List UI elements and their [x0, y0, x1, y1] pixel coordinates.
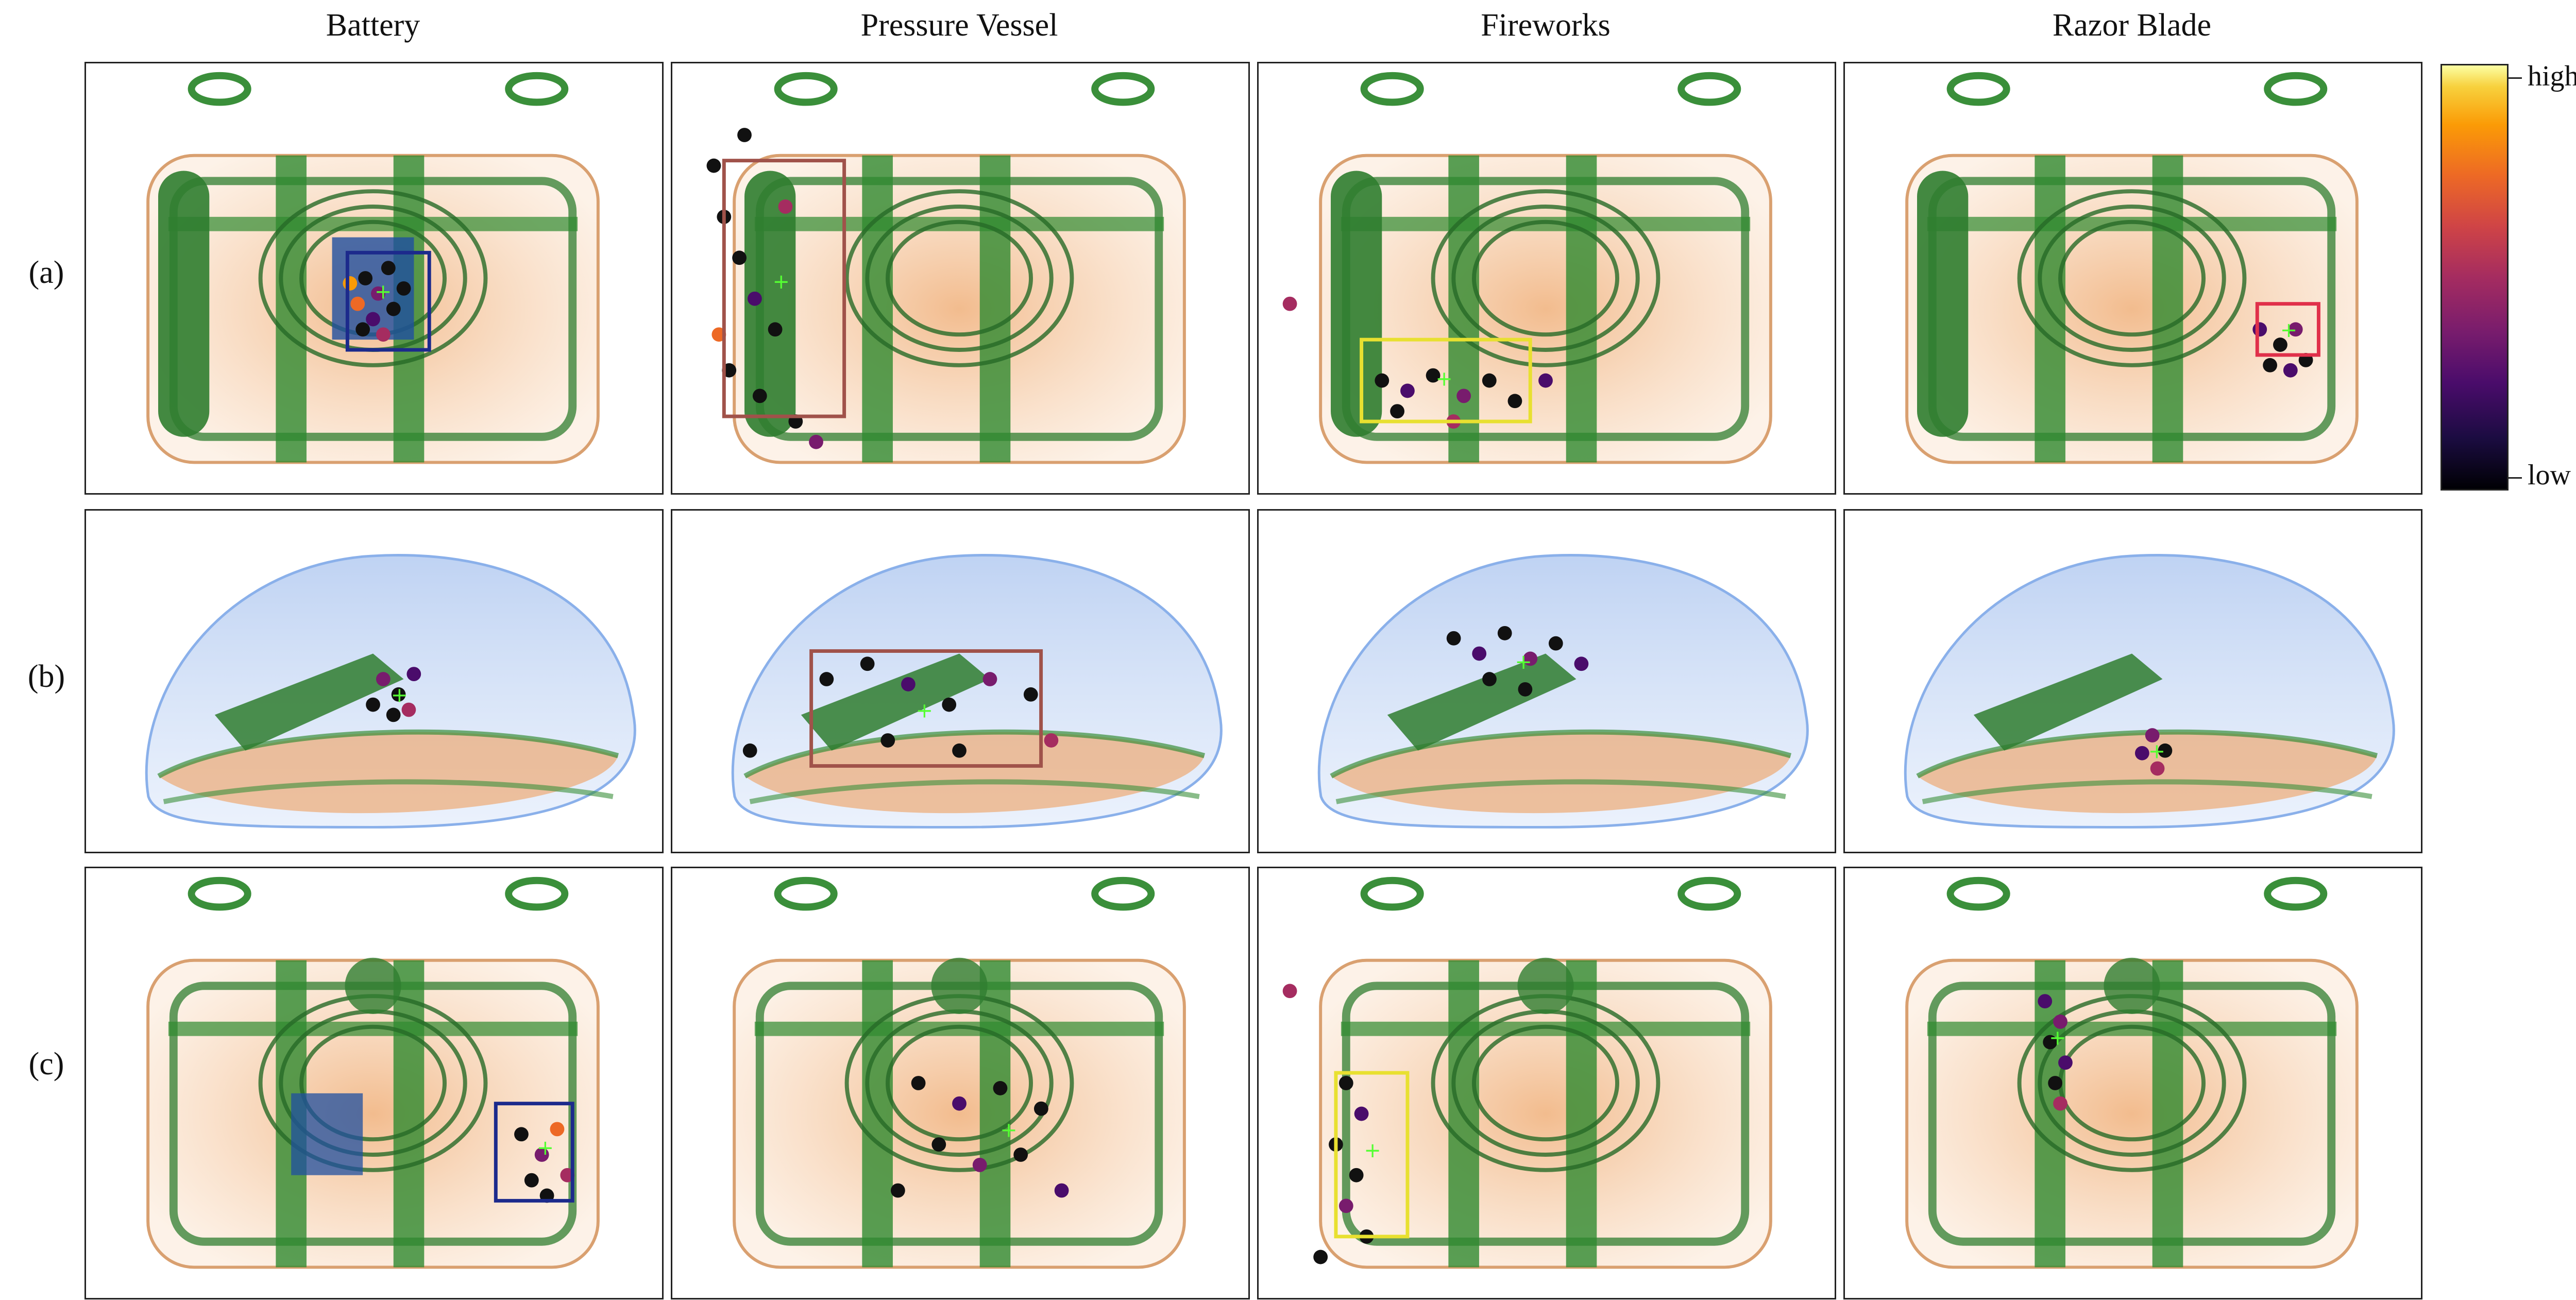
column-title-fireworks: Fireworks — [1481, 8, 1611, 43]
attention-dots — [366, 667, 421, 722]
panel-a-razor-blade: + — [1843, 62, 2422, 495]
panel-b-fireworks: + — [1257, 509, 1836, 853]
row-label-b: (b) — [27, 659, 65, 694]
column-title-razor-blade: Razor Blade — [2052, 8, 2212, 43]
panel-b-battery: + — [84, 509, 664, 853]
svg-text:+: + — [1000, 1118, 1017, 1142]
attention-dots — [1282, 296, 1553, 429]
svg-text:+: + — [1436, 367, 1453, 391]
row-label-a: (a) — [28, 255, 64, 290]
cylinder-object — [214, 653, 404, 751]
column-title-pressure-vessel: Pressure Vessel — [860, 8, 1058, 43]
svg-text:+: + — [537, 1136, 554, 1160]
bounding-box-fireworks — [1360, 337, 1532, 424]
row-label-c: (c) — [28, 1046, 64, 1082]
svg-text:+: + — [2280, 318, 2297, 342]
bounding-box-battery — [345, 250, 431, 352]
svg-text:+: + — [1364, 1139, 1381, 1162]
panel-a-pressure-vessel: + — [671, 62, 1250, 495]
bounding-box-battery — [494, 1102, 574, 1203]
svg-text:+: + — [773, 270, 790, 294]
attention-dots — [1282, 984, 1374, 1264]
colorbar-label-high: high — [2528, 60, 2576, 92]
bounding-box-pressure-vessel — [809, 649, 1043, 768]
panel-a-battery: + — [84, 62, 664, 495]
attention-dots — [890, 1076, 1069, 1198]
svg-text:+: + — [2148, 740, 2165, 764]
panel-b-razor-blade: + — [1843, 509, 2422, 853]
panel-a-fireworks: + — [1257, 62, 1836, 495]
cylinder-object — [158, 171, 210, 437]
attention-dots — [1446, 626, 1589, 697]
panel-c-battery: + — [84, 867, 664, 1299]
panel-c-razor-blade: + — [1843, 867, 2422, 1299]
svg-text:+: + — [2049, 1026, 2066, 1050]
panel-c-pressure-vessel: + — [671, 867, 1250, 1299]
panel-b-pressure-vessel: + — [671, 509, 1250, 853]
attention-dots — [742, 656, 1059, 758]
colorbar-tick-low — [2509, 477, 2522, 479]
colorbar — [2441, 64, 2509, 491]
svg-text:+: + — [391, 684, 408, 707]
svg-text:+: + — [916, 699, 933, 722]
colorbar-tick-high — [2509, 77, 2522, 79]
attention-dots — [2038, 994, 2073, 1111]
bounding-box-fireworks — [1334, 1071, 1410, 1239]
bounding-box-pressure-vessel — [722, 159, 846, 418]
panel-c-fireworks: + — [1257, 867, 1836, 1299]
attention-dots — [2134, 728, 2173, 776]
bounding-box-razor-blade — [2255, 302, 2320, 357]
colorbar-label-low: low — [2528, 459, 2571, 491]
center-marker: + — [375, 280, 392, 304]
column-title-battery: Battery — [326, 8, 420, 43]
svg-text:+: + — [1515, 650, 1532, 674]
